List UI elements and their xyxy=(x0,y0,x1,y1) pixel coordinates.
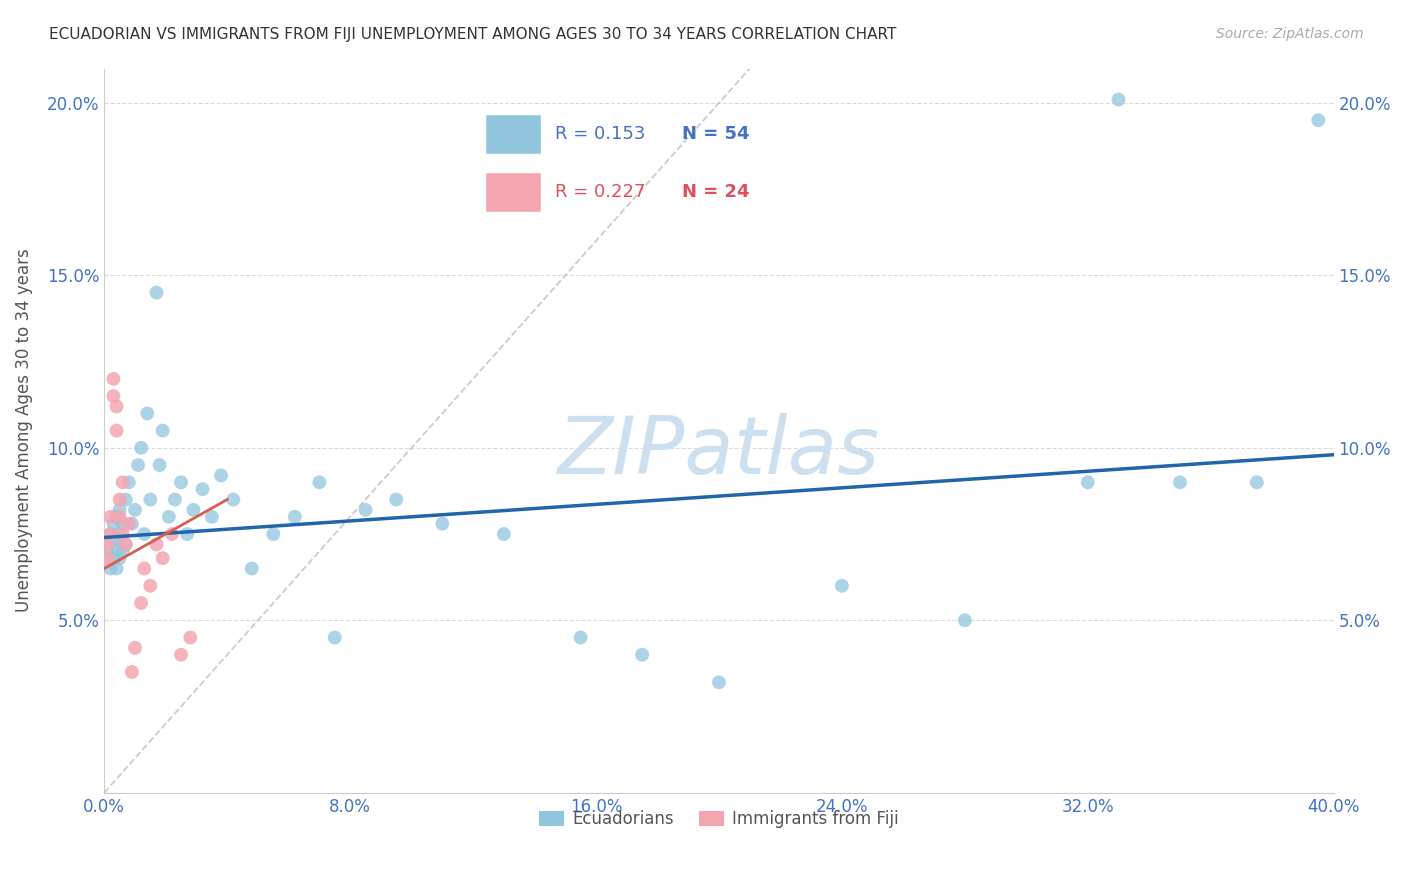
Point xyxy=(240,561,263,575)
Point xyxy=(953,613,976,627)
Point xyxy=(108,492,131,507)
FancyBboxPatch shape xyxy=(485,171,541,211)
Point xyxy=(134,561,156,575)
Point xyxy=(105,400,128,414)
Point xyxy=(124,640,146,655)
Point xyxy=(105,424,128,438)
Point xyxy=(385,492,408,507)
FancyBboxPatch shape xyxy=(485,114,541,153)
Point xyxy=(222,492,245,507)
Point xyxy=(100,561,122,575)
Point xyxy=(492,527,515,541)
Point xyxy=(114,537,136,551)
Point xyxy=(831,579,853,593)
Point xyxy=(707,675,730,690)
Point xyxy=(129,596,152,610)
Point xyxy=(111,516,134,531)
Point xyxy=(103,551,125,566)
Text: ZIPatlas: ZIPatlas xyxy=(558,413,880,491)
Point xyxy=(183,503,205,517)
Point xyxy=(103,389,125,403)
Point xyxy=(124,503,146,517)
Point xyxy=(176,527,198,541)
Point xyxy=(105,509,128,524)
Point xyxy=(179,631,201,645)
Legend: Ecuadorians, Immigrants from Fiji: Ecuadorians, Immigrants from Fiji xyxy=(533,804,905,835)
Point xyxy=(111,544,134,558)
Point xyxy=(1168,475,1191,490)
Point xyxy=(96,537,118,551)
Text: R = 0.153: R = 0.153 xyxy=(555,125,645,143)
Point xyxy=(96,551,118,566)
Point xyxy=(105,541,128,555)
Point xyxy=(201,509,224,524)
Point xyxy=(191,482,214,496)
Point xyxy=(139,492,162,507)
Point xyxy=(170,475,193,490)
Point xyxy=(1108,93,1130,107)
Point xyxy=(108,527,131,541)
Point xyxy=(432,516,454,531)
Text: N = 54: N = 54 xyxy=(682,125,749,143)
Point xyxy=(139,579,162,593)
Point xyxy=(1308,113,1330,128)
Point xyxy=(121,665,143,679)
Point xyxy=(111,527,134,541)
Point xyxy=(145,537,167,551)
Point xyxy=(127,458,149,472)
Point xyxy=(108,509,131,524)
Point xyxy=(129,441,152,455)
Point xyxy=(354,503,377,517)
Point xyxy=(103,372,125,386)
Point xyxy=(145,285,167,300)
Point xyxy=(569,631,592,645)
Point xyxy=(136,406,159,420)
Text: R = 0.227: R = 0.227 xyxy=(555,183,645,201)
Point xyxy=(134,527,156,541)
Point xyxy=(96,544,118,558)
Point xyxy=(163,492,186,507)
Point xyxy=(103,516,125,531)
Point xyxy=(100,509,122,524)
Point xyxy=(111,475,134,490)
Y-axis label: Unemployment Among Ages 30 to 34 years: Unemployment Among Ages 30 to 34 years xyxy=(15,249,32,613)
Point xyxy=(114,492,136,507)
Point xyxy=(152,424,174,438)
Point xyxy=(100,527,122,541)
Point xyxy=(105,561,128,575)
Point xyxy=(157,509,180,524)
Point xyxy=(114,537,136,551)
Point xyxy=(108,551,131,566)
Point xyxy=(209,468,232,483)
Point xyxy=(284,509,307,524)
Text: ECUADORIAN VS IMMIGRANTS FROM FIJI UNEMPLOYMENT AMONG AGES 30 TO 34 YEARS CORREL: ECUADORIAN VS IMMIGRANTS FROM FIJI UNEMP… xyxy=(49,27,897,42)
Point xyxy=(152,551,174,566)
Point xyxy=(308,475,330,490)
Point xyxy=(121,516,143,531)
Point xyxy=(103,533,125,548)
Point xyxy=(148,458,170,472)
Point xyxy=(323,631,346,645)
Point xyxy=(118,516,141,531)
Point xyxy=(262,527,284,541)
Text: Source: ZipAtlas.com: Source: ZipAtlas.com xyxy=(1216,27,1364,41)
Point xyxy=(108,503,131,517)
Point xyxy=(1246,475,1268,490)
Point xyxy=(160,527,183,541)
Text: N = 24: N = 24 xyxy=(682,183,749,201)
Point xyxy=(1077,475,1099,490)
Point xyxy=(170,648,193,662)
Point xyxy=(631,648,654,662)
Point xyxy=(100,527,122,541)
Point xyxy=(118,475,141,490)
